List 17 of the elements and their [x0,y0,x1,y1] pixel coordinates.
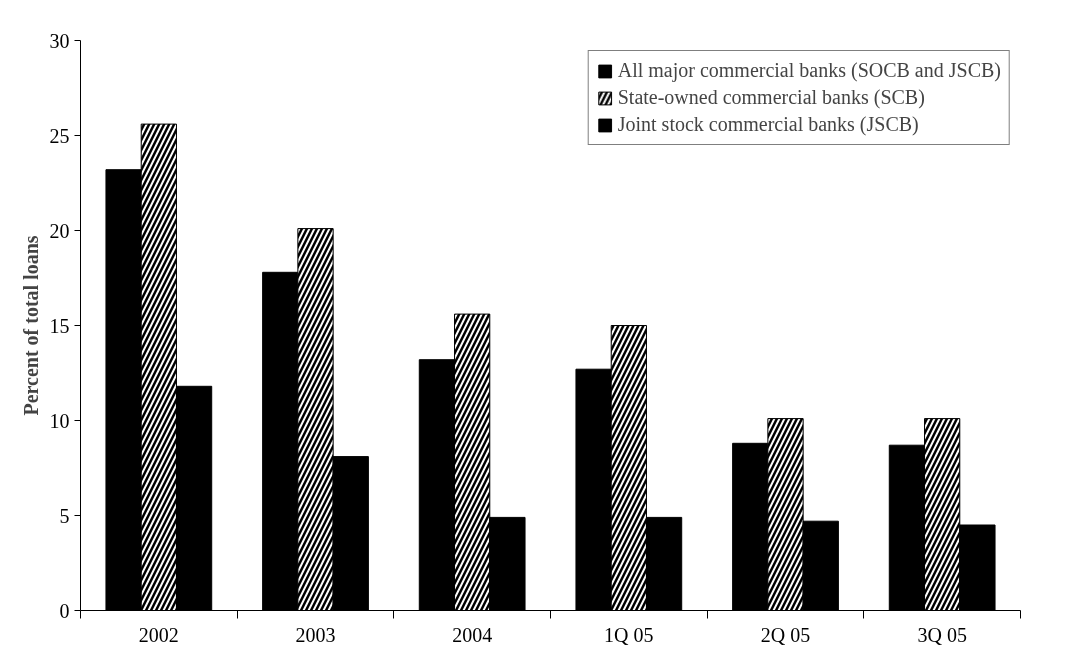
y-tick-label: 5 [59,504,70,527]
x-tick-label: 2Q 05 [760,623,811,646]
x-tick-label: 2004 [452,623,493,646]
x-tick-label: 1Q 05 [604,623,654,646]
y-tick-label: 20 [49,219,70,242]
x-tick-label: 2003 [295,623,336,646]
y-tick-label: 10 [49,409,70,432]
y-tick-label: 25 [49,124,70,147]
x-tick-label: 2002 [138,623,179,646]
legend-label: State-owned commercial banks (SCB) [617,86,925,109]
legend-label: All major commercial banks (SOCB and JSCB) [617,59,1001,82]
legend-label: Joint stock commercial banks (JSCB) [617,113,919,136]
y-tick-label: 15 [49,314,70,337]
x-tick-label: 3Q 05 [917,623,967,646]
y-tick-label: 0 [59,599,70,622]
y-axis-title: Percent of total loans [19,235,42,416]
y-tick-label: 30 [49,29,70,52]
